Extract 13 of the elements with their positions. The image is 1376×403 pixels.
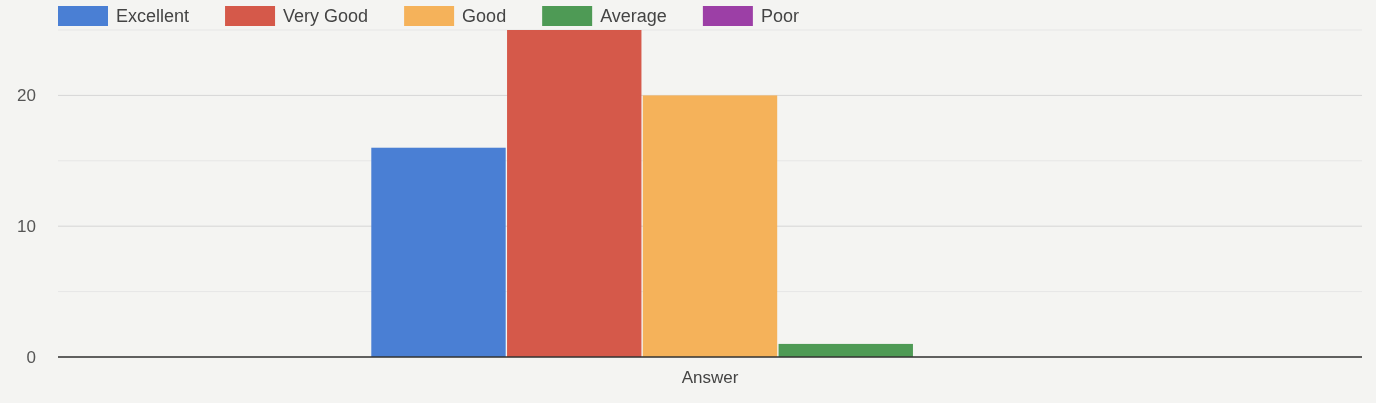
y-tick-label: 0 — [26, 347, 36, 367]
y-tick-label: 20 — [17, 86, 36, 106]
bar — [507, 30, 642, 357]
y-tick-label: 10 — [17, 217, 36, 237]
legend-label: Very Good — [283, 6, 369, 26]
legend-label: Excellent — [116, 6, 190, 26]
legend-label: Good — [462, 6, 507, 26]
bar — [778, 343, 913, 357]
legend-label: Average — [600, 6, 667, 26]
legend-label: Poor — [760, 6, 799, 26]
bar — [371, 147, 506, 357]
bar — [642, 95, 778, 357]
x-tick-label: Answer — [681, 368, 739, 388]
